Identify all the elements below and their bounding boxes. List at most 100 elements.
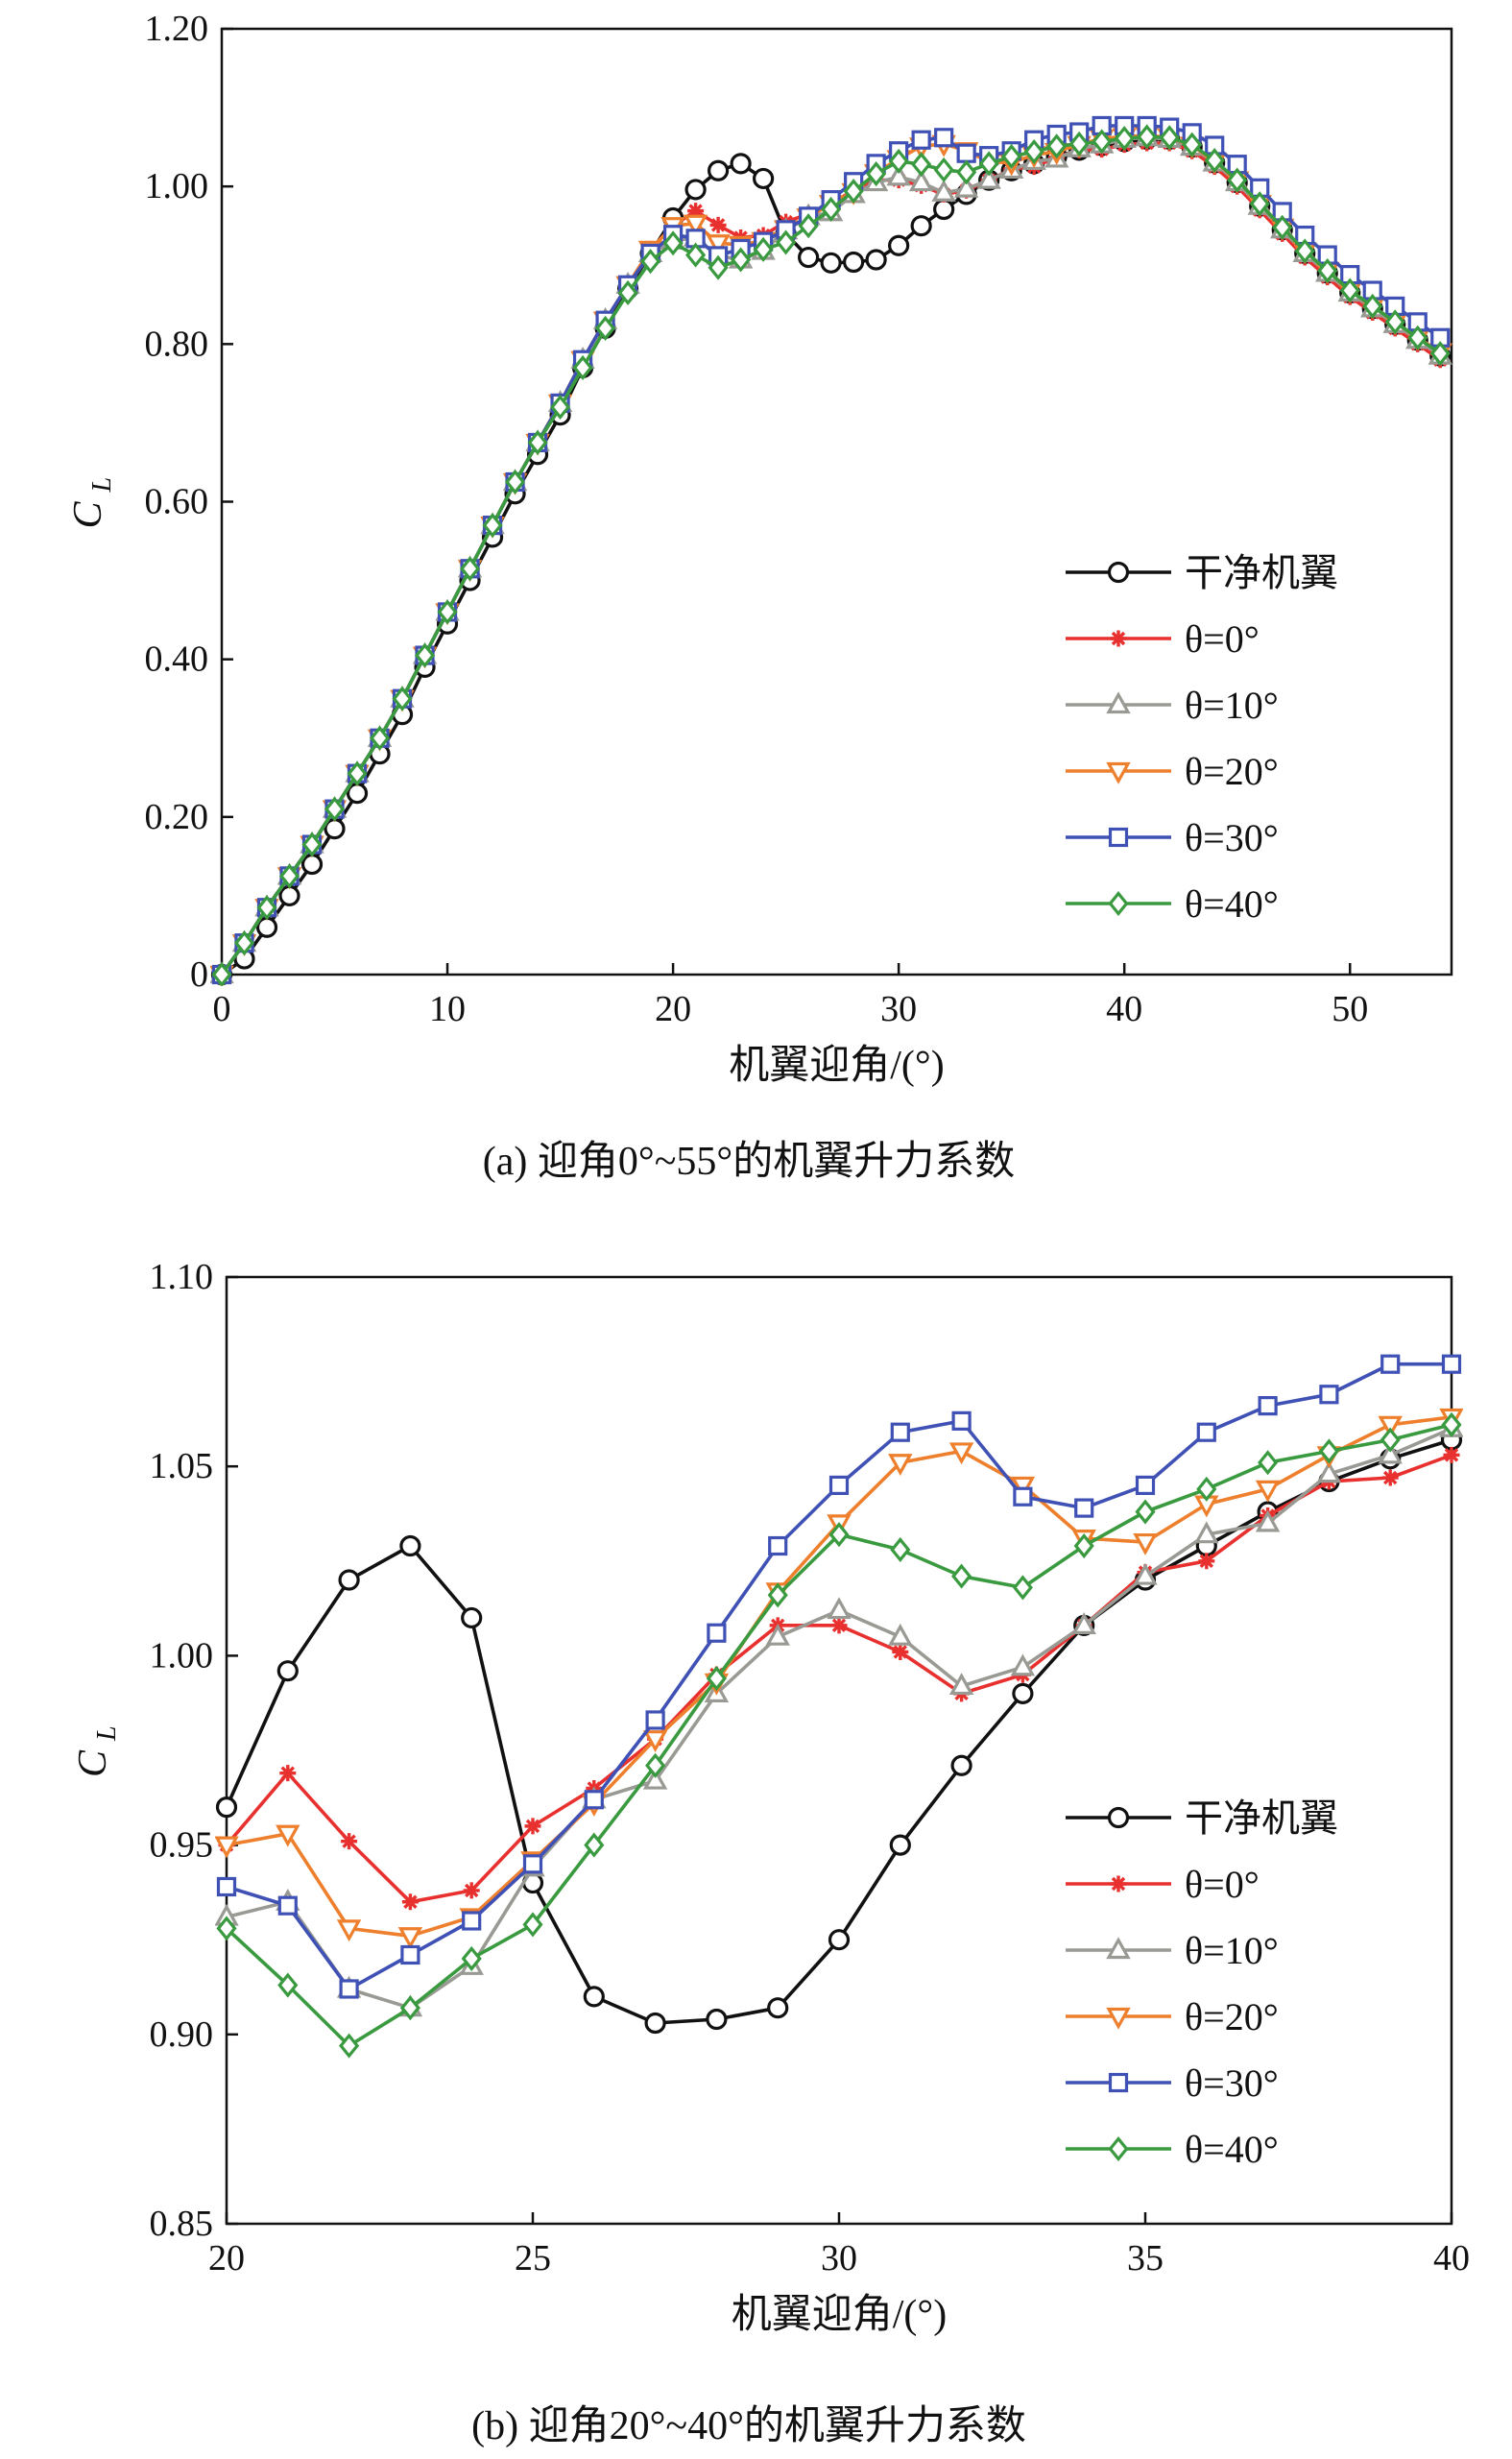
data-point-t20 <box>1255 1480 1281 1503</box>
data-point-t40 <box>347 760 368 786</box>
data-point-t0 <box>279 1765 297 1782</box>
data-point-t40 <box>708 254 729 280</box>
data-point-t0 <box>463 1882 480 1899</box>
data-point-t40 <box>1384 309 1405 335</box>
legend-item-t10: θ=10° <box>1066 1929 1279 1972</box>
data-point-t30 <box>934 128 954 148</box>
data-point-t40 <box>706 1666 727 1692</box>
data-point-t30 <box>1196 1422 1216 1442</box>
legend-marker-t10 <box>1106 1937 1131 1960</box>
data-point-t40 <box>731 247 752 273</box>
data-point-t40 <box>1023 139 1044 165</box>
data-point-t30 <box>911 130 931 150</box>
data-point-clean <box>583 1986 605 2008</box>
legend-item-t40: θ=40° <box>1066 882 1279 926</box>
legend-label: θ=0° <box>1185 1863 1260 1906</box>
legend-label: θ=10° <box>1185 684 1279 727</box>
data-point-t40 <box>1092 129 1113 155</box>
data-point-clean <box>950 1754 972 1776</box>
series-clean <box>215 1429 1463 2035</box>
x-tick-label: 40 <box>1106 989 1142 1029</box>
x-tick-label: 40 <box>1433 2238 1470 2278</box>
data-point-t20 <box>276 1824 300 1847</box>
x-tick-label: 30 <box>880 989 917 1029</box>
data-point-t40 <box>1317 257 1338 284</box>
data-point-t40 <box>1137 124 1158 150</box>
data-point-t40 <box>1159 125 1180 151</box>
data-point-t30 <box>1135 1475 1156 1496</box>
data-point-t40 <box>911 152 932 178</box>
data-point-t40 <box>211 961 232 986</box>
data-point-clean <box>708 159 730 181</box>
data-point-t20 <box>397 1927 423 1950</box>
data-point-t40 <box>617 279 638 306</box>
data-point-t40 <box>828 1522 850 1548</box>
data-point-t40 <box>776 229 797 255</box>
data-point-t40 <box>685 242 707 268</box>
legend-label: 干净机翼 <box>1185 1796 1338 1840</box>
data-point-t30 <box>584 1790 604 1810</box>
data-point-clean <box>644 2012 666 2035</box>
data-point-clean <box>346 783 369 805</box>
data-point-t40 <box>1114 126 1135 152</box>
data-point-clean <box>684 179 707 201</box>
data-point-t40 <box>821 196 842 223</box>
data-point-t40 <box>933 157 954 182</box>
data-point-t40 <box>278 863 300 889</box>
y-tick-label: 0.90 <box>150 2014 214 2055</box>
data-point-t40 <box>324 796 346 822</box>
y-tick-label: 1.05 <box>150 1446 214 1486</box>
data-point-clean <box>798 246 820 269</box>
data-point-t40 <box>522 1912 543 1938</box>
data-point-t40 <box>1073 1532 1094 1559</box>
legend-marker-t20 <box>1106 2007 1131 2030</box>
legend-label: 干净机翼 <box>1185 551 1338 594</box>
legend-item-t0: θ=0° <box>1066 1863 1260 1906</box>
data-point-t40 <box>1362 293 1383 319</box>
y-tick-label: 1.00 <box>145 166 209 206</box>
chart-a-lift-coefficient-0-55: 0 0.20 0.40 0.60 0.80 1.00 1.20 0 10 20 30 40 50 机翼迎角… <box>66 9 1453 1184</box>
legend-item-t20: θ=20° <box>1066 1995 1279 2038</box>
y-tick-label: 1.20 <box>145 9 209 49</box>
x-tick-label: 35 <box>1127 2238 1164 2278</box>
legend: 干净机翼 θ=0° θ=10° θ=20° θ=30° θ=40° <box>1066 1796 1338 2171</box>
legend-marker-clean <box>1107 561 1130 584</box>
y-tick-label: 0.20 <box>145 797 209 837</box>
data-point-t40 <box>369 725 391 751</box>
data-point-t40 <box>505 469 526 495</box>
legend-item-t20: θ=20° <box>1066 750 1279 793</box>
data-point-clean <box>753 167 775 190</box>
data-point-clean <box>276 1660 299 1682</box>
y-axis-label-sub: L <box>87 477 117 494</box>
y-tick-label: 0.80 <box>145 324 209 364</box>
data-point-t40 <box>956 159 977 185</box>
data-point-t30 <box>768 1535 788 1556</box>
data-point-clean <box>255 916 278 938</box>
data-point-t40 <box>640 249 661 275</box>
data-point-t10 <box>642 1767 668 1790</box>
x-tick-label: 50 <box>1332 989 1368 1029</box>
data-point-t40 <box>843 179 864 205</box>
data-point-t40 <box>461 1945 482 1971</box>
data-point-t30 <box>951 1410 972 1431</box>
data-point-t10 <box>1071 1612 1096 1634</box>
data-point-t10 <box>1378 1441 1403 1464</box>
data-point-t40 <box>951 1563 972 1589</box>
data-point-t10 <box>1010 1653 1036 1676</box>
data-point-t30 <box>522 1854 543 1874</box>
legend-marker-t40 <box>1108 890 1129 917</box>
data-point-t40 <box>399 1995 420 2021</box>
data-point-t20 <box>948 1442 974 1465</box>
x-tick-label: 20 <box>655 989 691 1029</box>
data-point-clean <box>300 853 324 876</box>
data-point-clean <box>730 153 752 175</box>
legend-marker-clean <box>1107 1806 1130 1829</box>
data-point-t40 <box>1318 1438 1339 1464</box>
legend-marker-t0 <box>1110 630 1127 647</box>
data-point-t30 <box>1380 1354 1401 1374</box>
y-tick-label: 0 <box>190 954 208 995</box>
legend-label: θ=40° <box>1185 882 1279 926</box>
y-tick-label: 0.60 <box>145 482 209 522</box>
data-point-t40 <box>277 1972 299 1998</box>
y-axis-label-sub: L <box>92 1725 122 1742</box>
